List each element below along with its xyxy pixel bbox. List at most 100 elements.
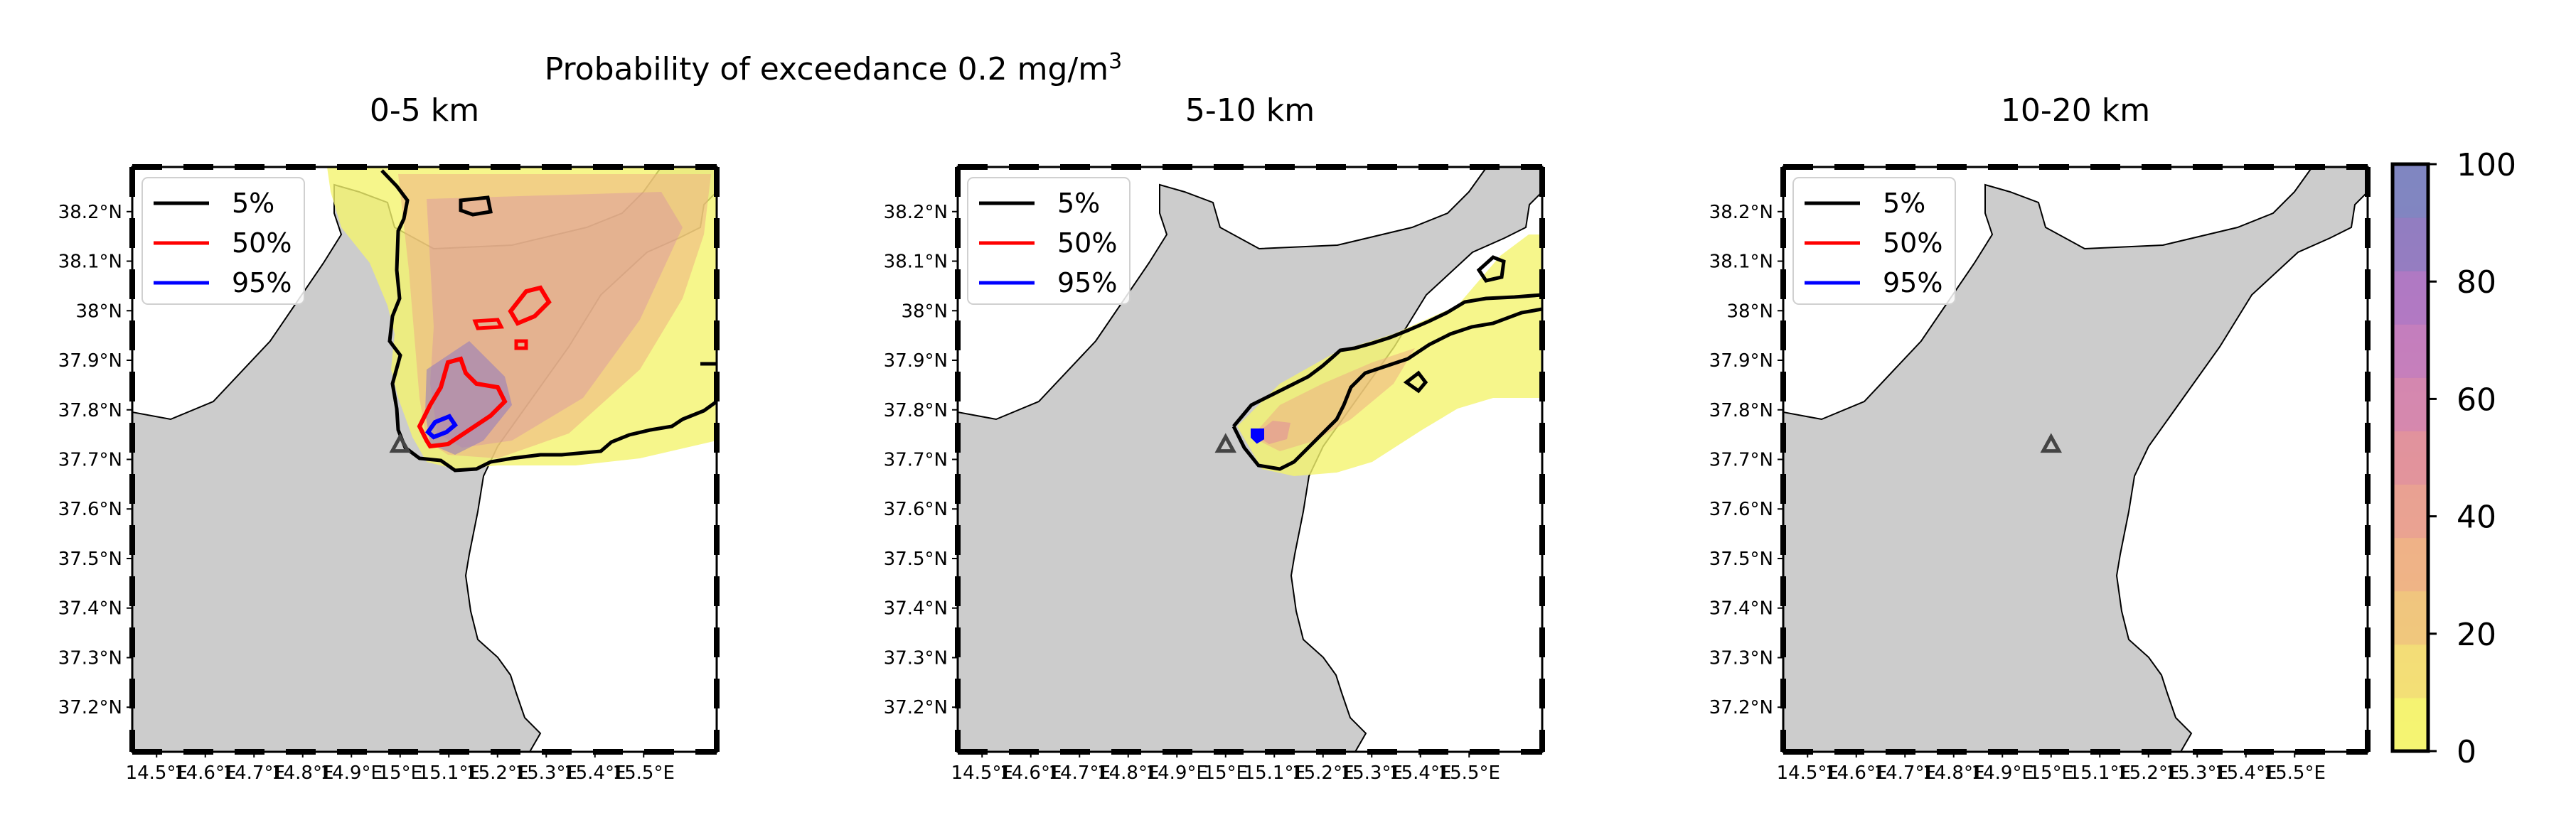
contour-5-percent xyxy=(1231,255,1542,471)
legend-label: 5% xyxy=(232,188,274,219)
longitude-tick-label: 15°E xyxy=(2029,762,2073,784)
longitude-tick-label: 14.8°E xyxy=(1097,762,1159,784)
longitude-tick-label: 15°E xyxy=(1203,762,1248,784)
latitude-tick-label: 38.2°N xyxy=(1709,202,1773,223)
volcano-marker xyxy=(389,433,411,453)
colorbar-band xyxy=(2393,591,2428,645)
longitude-tick-label: 15.2°E xyxy=(1292,762,1354,784)
longitude-tick-label: 14.6°E xyxy=(174,762,236,784)
colorbar-band xyxy=(2393,377,2428,431)
latitude-tick-label: 37.9°N xyxy=(58,350,122,372)
longitude-tick-label: 14.9°E xyxy=(1972,762,2033,784)
contour-95-percent xyxy=(424,414,458,440)
colorbar-band xyxy=(2393,431,2428,485)
longitude-axis: 14.5°E14.6°E14.7°E14.8°E14.9°E15°E15.1°E… xyxy=(126,752,675,784)
legend: 5% 50% 95% xyxy=(1792,177,1956,305)
legend-label: 5% xyxy=(1883,188,1925,219)
legend-label: 5% xyxy=(1057,188,1100,219)
latitude-axis: 38.2°N 38.1°N 38°N 37.9°N 37.8°N 37.7°N 37.6°N… xyxy=(1709,202,1783,718)
colorbar-band xyxy=(2393,484,2428,539)
legend-label: 95% xyxy=(1883,267,1942,298)
latitude-tick-label: 37.5°N xyxy=(58,549,122,570)
panel-title: 10-20 km xyxy=(2001,92,2150,129)
map-panel-5-10km: 5-10 km 38.2° xyxy=(884,92,1545,784)
volcano-marker xyxy=(2040,433,2062,453)
longitude-tick-label: 15.1°E xyxy=(418,762,480,784)
colorbar-band xyxy=(2393,697,2428,752)
colorbar-band xyxy=(2393,324,2428,378)
longitude-tick-label: 15.2°E xyxy=(466,762,528,784)
latitude-tick-label: 37.3°N xyxy=(58,647,122,669)
contour-5-percent xyxy=(380,169,717,473)
colorbar: 0 20 40 60 80 100 xyxy=(2390,147,2516,770)
longitude-tick-label: 15.4°E xyxy=(2215,762,2277,784)
longitude-axis: 14.5°E14.6°E14.7°E14.8°E14.9°E15°E15.1°E… xyxy=(951,752,1500,784)
colorbar-tick-label: 0 xyxy=(2457,734,2476,770)
longitude-tick-label: 14.5°E xyxy=(126,762,188,784)
colorbar-tick-label: 20 xyxy=(2457,617,2496,653)
latitude-tick-label: 37.2°N xyxy=(884,697,948,718)
longitude-tick-label: 14.8°E xyxy=(272,762,333,784)
volcano-triangle-icon xyxy=(2040,433,2062,453)
figure-suptitle: Probability of exceedance 0.2 mg/m3 xyxy=(545,49,1122,87)
latitude-tick-label: 37.2°N xyxy=(58,697,122,718)
legend-box xyxy=(967,177,1131,305)
latitude-tick-label: 38°N xyxy=(1726,301,1773,322)
longitude-tick-label: 14.6°E xyxy=(1000,762,1062,784)
latitude-tick-label: 37.7°N xyxy=(1709,450,1773,471)
colorbar-band xyxy=(2393,217,2428,271)
latitude-tick-label: 37.7°N xyxy=(884,450,948,471)
latitude-axis: 38.2°N 38.1°N 38°N 37.9°N 37.8°N 37.7°N 37.6°N… xyxy=(58,202,132,718)
longitude-tick-label: 14.9°E xyxy=(1146,762,1208,784)
land-area xyxy=(1783,167,2368,752)
latitude-tick-label: 38.1°N xyxy=(58,252,122,273)
longitude-tick-label: 15.4°E xyxy=(564,762,626,784)
volcano-triangle-icon xyxy=(389,433,411,453)
latitude-tick-label: 37.4°N xyxy=(884,598,948,620)
colorbar-tick-label: 100 xyxy=(2457,147,2516,183)
latitude-tick-label: 37.8°N xyxy=(1709,400,1773,421)
colorbar-tick-label: 60 xyxy=(2457,382,2496,418)
latitude-tick-label: 37.5°N xyxy=(1709,549,1773,570)
legend: 5% 50% 95% xyxy=(967,177,1131,305)
latitude-tick-label: 37.3°N xyxy=(1709,647,1773,669)
plume-probability-field xyxy=(327,167,717,469)
longitude-tick-label: 14.5°E xyxy=(951,762,1013,784)
colorbar-band xyxy=(2393,271,2428,325)
latitude-tick-label: 37.6°N xyxy=(1709,499,1773,520)
latitude-tick-label: 37.2°N xyxy=(1709,697,1773,718)
longitude-tick-label: 15.3°E xyxy=(2166,762,2228,784)
volcano-triangle-icon xyxy=(1214,433,1236,453)
longitude-tick-label: 14.7°E xyxy=(223,762,285,784)
colorbar-tick-label: 40 xyxy=(2457,500,2496,536)
colorbar-band xyxy=(2393,644,2428,699)
longitude-tick-label: 14.8°E xyxy=(1923,762,1984,784)
legend-label: 50% xyxy=(1057,227,1117,259)
longitude-tick-label: 15°E xyxy=(378,762,422,784)
longitude-tick-label: 15.3°E xyxy=(515,762,577,784)
legend-box xyxy=(141,177,305,305)
latitude-tick-label: 37.4°N xyxy=(1709,598,1773,620)
land-area xyxy=(958,167,1542,752)
latitude-tick-label: 37.3°N xyxy=(884,647,948,669)
latitude-axis: 38.2°N 38.1°N 38°N 37.9°N 37.8°N 37.7°N 37.6°N… xyxy=(884,202,958,718)
legend-label: 50% xyxy=(232,227,292,259)
longitude-tick-label: 15.3°E xyxy=(1341,762,1403,784)
colorbar-tick-label: 80 xyxy=(2457,264,2496,301)
longitude-tick-label: 15.2°E xyxy=(2117,762,2179,784)
map-panel-0-5km: 0-5 km xyxy=(58,92,720,784)
latitude-tick-label: 37.7°N xyxy=(58,450,122,471)
longitude-tick-label: 15.4°E xyxy=(1389,762,1451,784)
latitude-tick-label: 37.6°N xyxy=(884,499,948,520)
legend-label: 95% xyxy=(1057,267,1117,298)
panel-title: 5-10 km xyxy=(1185,92,1315,129)
legend-label: 50% xyxy=(1883,227,1942,259)
longitude-tick-label: 14.7°E xyxy=(1049,762,1111,784)
latitude-tick-label: 38°N xyxy=(901,301,948,322)
volcano-marker xyxy=(1214,433,1236,453)
latitude-tick-label: 37.4°N xyxy=(58,598,122,620)
legend: 5% 50% 95% xyxy=(141,177,305,305)
contour-50-percent xyxy=(417,285,552,449)
longitude-tick-label: 15.5°E xyxy=(1438,762,1500,784)
